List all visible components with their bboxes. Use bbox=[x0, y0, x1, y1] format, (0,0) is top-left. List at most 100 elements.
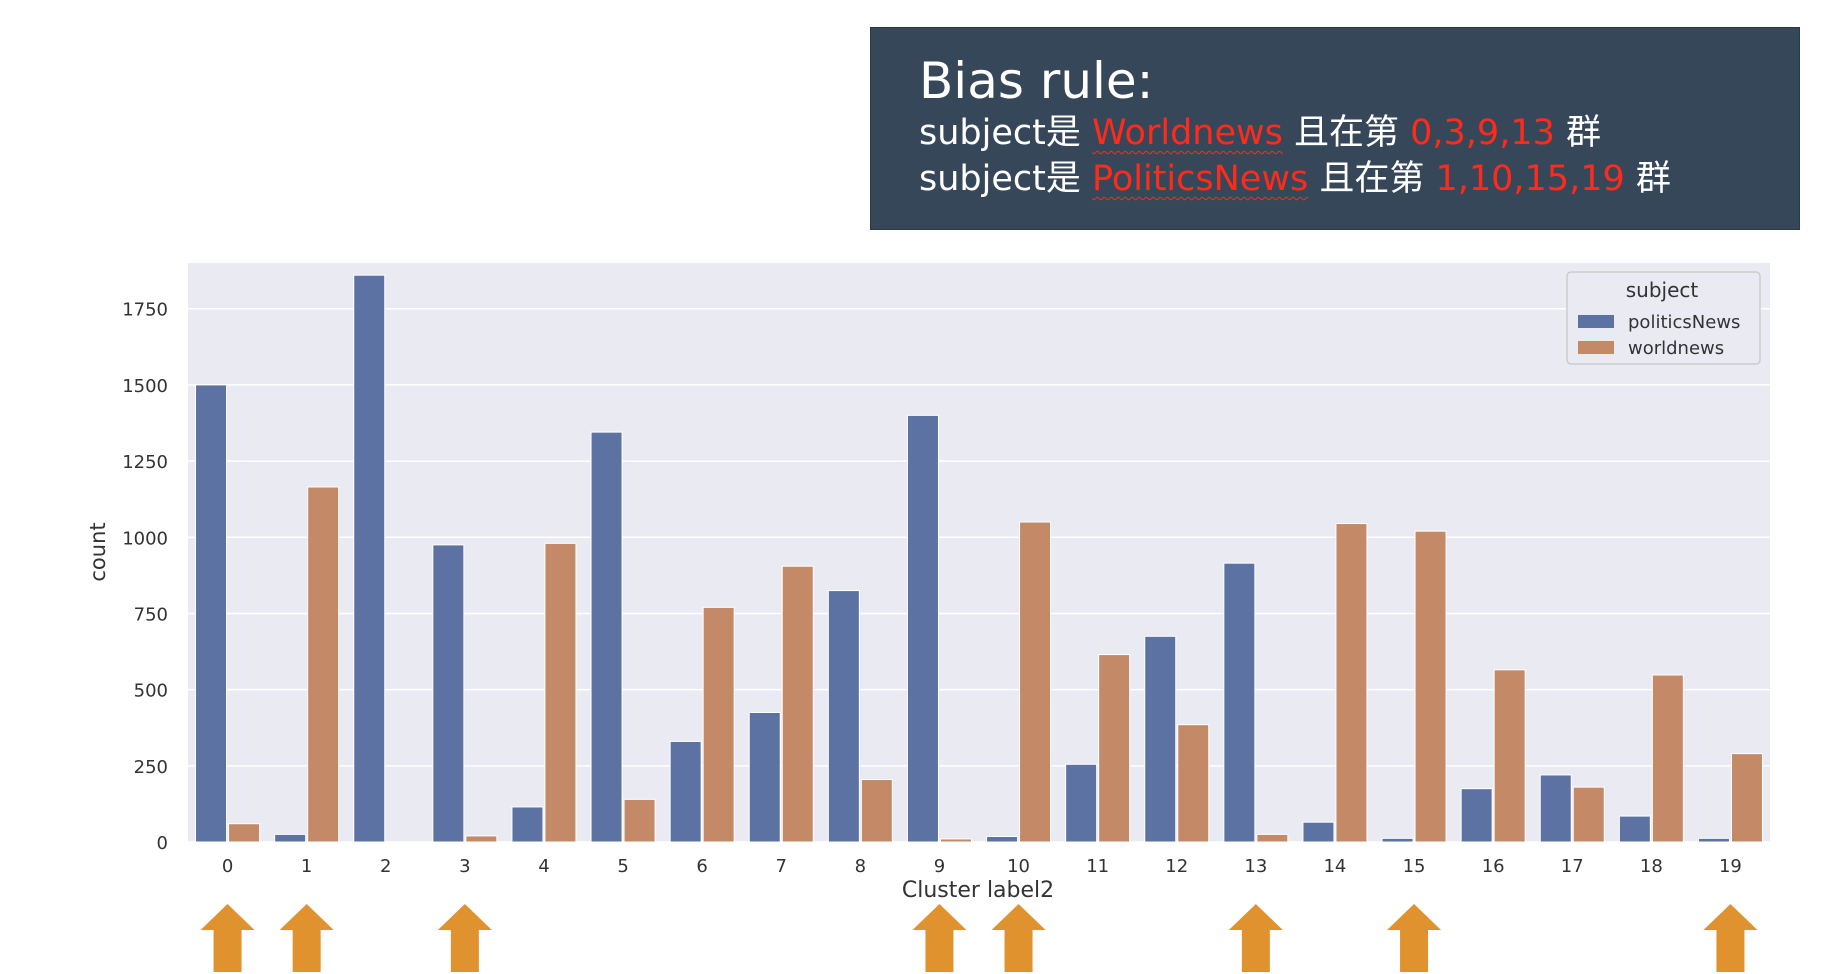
rule-suffix: 群 bbox=[1554, 113, 1601, 153]
up-arrow-icon bbox=[912, 904, 967, 972]
legend-swatch-worldnews bbox=[1578, 341, 1614, 354]
rule-prefix: subject是 bbox=[919, 159, 1092, 199]
bar-worldnews-1 bbox=[307, 486, 340, 843]
bar-politicsNews-19 bbox=[1697, 837, 1730, 843]
up-arrow-icon bbox=[279, 904, 334, 972]
rule-subject-worldnews: Worldnews bbox=[1091, 113, 1283, 153]
rule-subject-politicsnews: PoliticsNews bbox=[1091, 159, 1309, 199]
bar-politicsNews-8 bbox=[827, 590, 860, 843]
bias-rule-line-politicsnews: subject是 PoliticsNews 且在第 1,10,15,19 群 bbox=[919, 162, 1671, 197]
x-tick-label: 16 bbox=[1482, 856, 1505, 877]
bar-worldnews-14 bbox=[1335, 523, 1368, 843]
y-axis-label: count bbox=[86, 522, 110, 581]
y-tick-label: 0 bbox=[157, 833, 168, 854]
bar-politicsNews-1 bbox=[274, 833, 307, 843]
x-axis-label: Cluster label2 bbox=[902, 878, 1054, 903]
y-tick-label: 1250 bbox=[122, 452, 168, 473]
up-arrow-icon bbox=[1228, 904, 1283, 972]
bar-politicsNews-15 bbox=[1381, 837, 1414, 843]
bar-worldnews-15 bbox=[1414, 530, 1447, 843]
bar-worldnews-19 bbox=[1730, 753, 1763, 843]
bar-worldnews-3 bbox=[465, 835, 498, 843]
x-tick-label: 2 bbox=[380, 856, 391, 877]
bar-politicsNews-2 bbox=[353, 274, 386, 843]
bar-worldnews-10 bbox=[1019, 521, 1052, 843]
bar-worldnews-4 bbox=[544, 542, 577, 843]
up-arrow-icon bbox=[200, 904, 255, 972]
bar-politicsNews-4 bbox=[511, 806, 544, 843]
rule-prefix: subject是 bbox=[919, 113, 1092, 153]
x-tick-labels: 0 1 2 3 4 5 6 7 8 9 10 11 12 13 14 15 16 17 18 19 bbox=[222, 856, 1742, 877]
up-arrow-icon bbox=[1703, 904, 1758, 972]
bar-worldnews-16 bbox=[1493, 669, 1526, 843]
bar-politicsNews-17 bbox=[1539, 774, 1572, 843]
bar-politicsNews-9 bbox=[906, 414, 939, 843]
legend: subject politicsNews worldnews bbox=[1566, 271, 1761, 365]
up-arrow-icon bbox=[437, 904, 492, 972]
x-tick-label: 17 bbox=[1561, 856, 1584, 877]
plot-area bbox=[188, 263, 1770, 842]
bias-rule-title: Bias rule: bbox=[919, 52, 1154, 110]
x-tick-label: 1 bbox=[301, 856, 312, 877]
bar-worldnews-11 bbox=[1098, 654, 1131, 843]
bar-worldnews-8 bbox=[860, 779, 893, 843]
x-tick-label: 12 bbox=[1165, 856, 1188, 877]
rule-suffix: 群 bbox=[1624, 159, 1671, 199]
bias-rule-line-worldnews: subject是 Worldnews 且在第 0,3,9,13 群 bbox=[919, 116, 1601, 151]
bar-politicsNews-7 bbox=[748, 711, 781, 843]
rule-middle: 且在第 bbox=[1308, 159, 1436, 199]
y-tick-label: 1500 bbox=[122, 376, 168, 397]
bar-politicsNews-5 bbox=[590, 431, 623, 843]
bar-worldnews-0 bbox=[228, 823, 261, 843]
x-tick-label: 0 bbox=[222, 856, 233, 877]
bar-politicsNews-10 bbox=[986, 836, 1019, 843]
bar-politicsNews-13 bbox=[1223, 562, 1256, 843]
legend-title: subject bbox=[1626, 278, 1699, 302]
bar-worldnews-6 bbox=[702, 606, 735, 843]
y-tick-label: 750 bbox=[134, 604, 168, 625]
bar-worldnews-13 bbox=[1256, 833, 1289, 843]
rule-middle: 且在第 bbox=[1282, 113, 1411, 153]
x-tick-label: 13 bbox=[1244, 856, 1267, 877]
x-tick-label: 6 bbox=[696, 856, 707, 877]
x-tick-label: 19 bbox=[1719, 856, 1742, 877]
bar-politicsNews-6 bbox=[669, 740, 702, 843]
x-tick-label: 4 bbox=[538, 856, 549, 877]
x-tick-label: 10 bbox=[1007, 856, 1030, 877]
x-tick-label: 7 bbox=[776, 856, 787, 877]
legend-swatch-politicsnews bbox=[1578, 315, 1614, 328]
x-tick-label: 11 bbox=[1086, 856, 1109, 877]
x-tick-label: 9 bbox=[934, 856, 945, 877]
x-tick-label: 5 bbox=[617, 856, 628, 877]
bar-politicsNews-3 bbox=[432, 544, 465, 843]
bar-worldnews-17 bbox=[1572, 786, 1605, 843]
legend-label-worldnews: worldnews bbox=[1628, 338, 1724, 359]
bar-politicsNews-18 bbox=[1618, 815, 1651, 843]
bar-worldnews-7 bbox=[781, 565, 814, 843]
y-tick-labels: 0 250 500 750 1000 1250 1500 1750 bbox=[122, 300, 168, 854]
bar-politicsNews-12 bbox=[1144, 635, 1177, 843]
bar-politicsNews-14 bbox=[1302, 821, 1335, 843]
y-tick-label: 250 bbox=[134, 757, 168, 778]
x-tick-label: 8 bbox=[855, 856, 866, 877]
rule-clusters-worldnews: 0,3,9,13 bbox=[1410, 113, 1555, 153]
x-tick-label: 14 bbox=[1323, 856, 1346, 877]
bar-worldnews-9 bbox=[939, 838, 972, 843]
bar-politicsNews-16 bbox=[1460, 788, 1493, 843]
cluster-arrows bbox=[200, 904, 1758, 972]
bar-worldnews-18 bbox=[1651, 674, 1684, 843]
up-arrow-icon bbox=[991, 904, 1046, 972]
y-tick-label: 1000 bbox=[122, 528, 168, 549]
rule-clusters-politicsnews: 1,10,15,19 bbox=[1435, 159, 1625, 199]
x-tick-label: 18 bbox=[1640, 856, 1663, 877]
x-tick-label: 15 bbox=[1403, 856, 1426, 877]
bar-politicsNews-0 bbox=[195, 384, 228, 843]
bar-politicsNews-11 bbox=[1065, 763, 1098, 843]
x-tick-label: 3 bbox=[459, 856, 470, 877]
legend-frame bbox=[1566, 271, 1761, 365]
bar-worldnews-5 bbox=[623, 798, 656, 843]
bias-rule-panel: Bias rule: subject是 Worldnews 且在第 0,3,9,… bbox=[870, 27, 1800, 230]
bar-worldnews-12 bbox=[1177, 724, 1210, 843]
y-tick-label: 1750 bbox=[122, 300, 168, 321]
